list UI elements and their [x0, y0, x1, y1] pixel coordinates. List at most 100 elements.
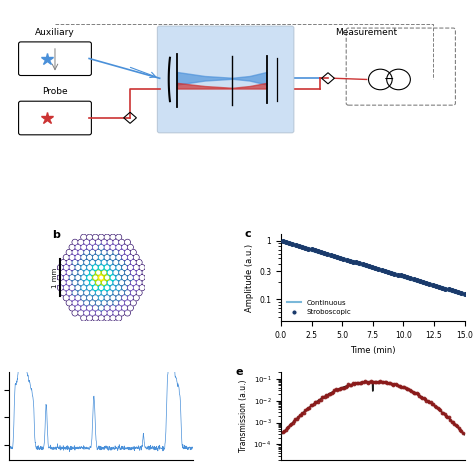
Circle shape	[128, 276, 132, 280]
Circle shape	[134, 265, 138, 269]
Circle shape	[126, 240, 129, 244]
Point	[361, 377, 369, 385]
Circle shape	[72, 270, 78, 275]
Circle shape	[122, 245, 127, 250]
Circle shape	[64, 295, 69, 301]
Circle shape	[88, 246, 91, 249]
Circle shape	[99, 285, 104, 291]
Circle shape	[87, 255, 92, 260]
X-axis label: Time (min): Time (min)	[350, 346, 395, 355]
Circle shape	[111, 266, 115, 269]
Point	[300, 409, 308, 417]
Point	[279, 428, 287, 436]
Circle shape	[99, 275, 104, 280]
Point	[435, 283, 443, 291]
Circle shape	[107, 280, 113, 285]
Point	[398, 383, 405, 391]
Point	[327, 391, 334, 398]
Circle shape	[97, 281, 100, 284]
Point	[445, 286, 452, 293]
Point	[447, 416, 454, 424]
Point	[383, 379, 391, 387]
Circle shape	[70, 306, 74, 310]
Point	[282, 426, 290, 434]
Circle shape	[61, 260, 66, 265]
Point	[315, 396, 323, 404]
Circle shape	[128, 255, 132, 259]
Point	[317, 397, 324, 404]
Circle shape	[79, 311, 83, 315]
Circle shape	[90, 310, 95, 316]
Circle shape	[78, 280, 83, 285]
Circle shape	[73, 271, 77, 274]
Point	[362, 262, 370, 269]
Circle shape	[73, 261, 77, 264]
Circle shape	[126, 250, 129, 254]
Circle shape	[100, 276, 102, 279]
Circle shape	[128, 255, 133, 260]
Circle shape	[107, 310, 113, 316]
Point	[307, 401, 315, 409]
Circle shape	[69, 295, 75, 301]
Circle shape	[90, 250, 95, 255]
Circle shape	[110, 275, 116, 280]
Circle shape	[117, 286, 120, 290]
Point	[343, 256, 350, 264]
Y-axis label: Amplitude (a.u.): Amplitude (a.u.)	[245, 244, 254, 312]
Point	[340, 255, 347, 263]
Circle shape	[110, 255, 116, 260]
Circle shape	[100, 306, 103, 310]
Circle shape	[88, 235, 91, 239]
Circle shape	[76, 246, 80, 249]
Circle shape	[125, 260, 130, 265]
Circle shape	[76, 255, 80, 259]
Point	[290, 417, 298, 424]
Circle shape	[88, 276, 91, 279]
Point	[292, 241, 300, 248]
Circle shape	[134, 265, 139, 270]
Circle shape	[78, 310, 83, 316]
Circle shape	[90, 239, 95, 245]
Point	[360, 378, 367, 386]
Circle shape	[120, 281, 124, 284]
Circle shape	[104, 265, 110, 270]
Circle shape	[120, 271, 124, 274]
Circle shape	[128, 296, 132, 300]
Circle shape	[88, 296, 91, 300]
Point	[299, 410, 306, 417]
Circle shape	[58, 265, 63, 270]
Circle shape	[75, 255, 81, 260]
Point	[324, 392, 331, 400]
Circle shape	[107, 260, 113, 265]
Circle shape	[93, 255, 98, 260]
Point	[296, 411, 303, 419]
Circle shape	[73, 291, 77, 295]
Point	[286, 421, 293, 429]
Circle shape	[96, 240, 100, 244]
Point	[455, 289, 462, 296]
Point	[368, 264, 376, 271]
Circle shape	[125, 250, 130, 255]
Circle shape	[55, 270, 60, 275]
Circle shape	[117, 266, 120, 269]
Point	[413, 276, 420, 284]
Circle shape	[64, 276, 68, 280]
Circle shape	[96, 280, 101, 285]
Point	[374, 265, 382, 273]
Point	[432, 404, 440, 411]
Point	[399, 383, 407, 391]
Circle shape	[113, 280, 118, 285]
Circle shape	[79, 261, 82, 264]
Point	[426, 399, 433, 406]
Circle shape	[134, 275, 139, 280]
Circle shape	[96, 300, 101, 306]
Point	[414, 391, 422, 398]
Circle shape	[113, 260, 118, 265]
Point	[394, 271, 401, 278]
Point	[340, 384, 348, 392]
Circle shape	[114, 250, 118, 254]
Circle shape	[120, 301, 124, 305]
Circle shape	[103, 271, 106, 274]
Circle shape	[76, 296, 80, 300]
Point	[289, 419, 296, 427]
